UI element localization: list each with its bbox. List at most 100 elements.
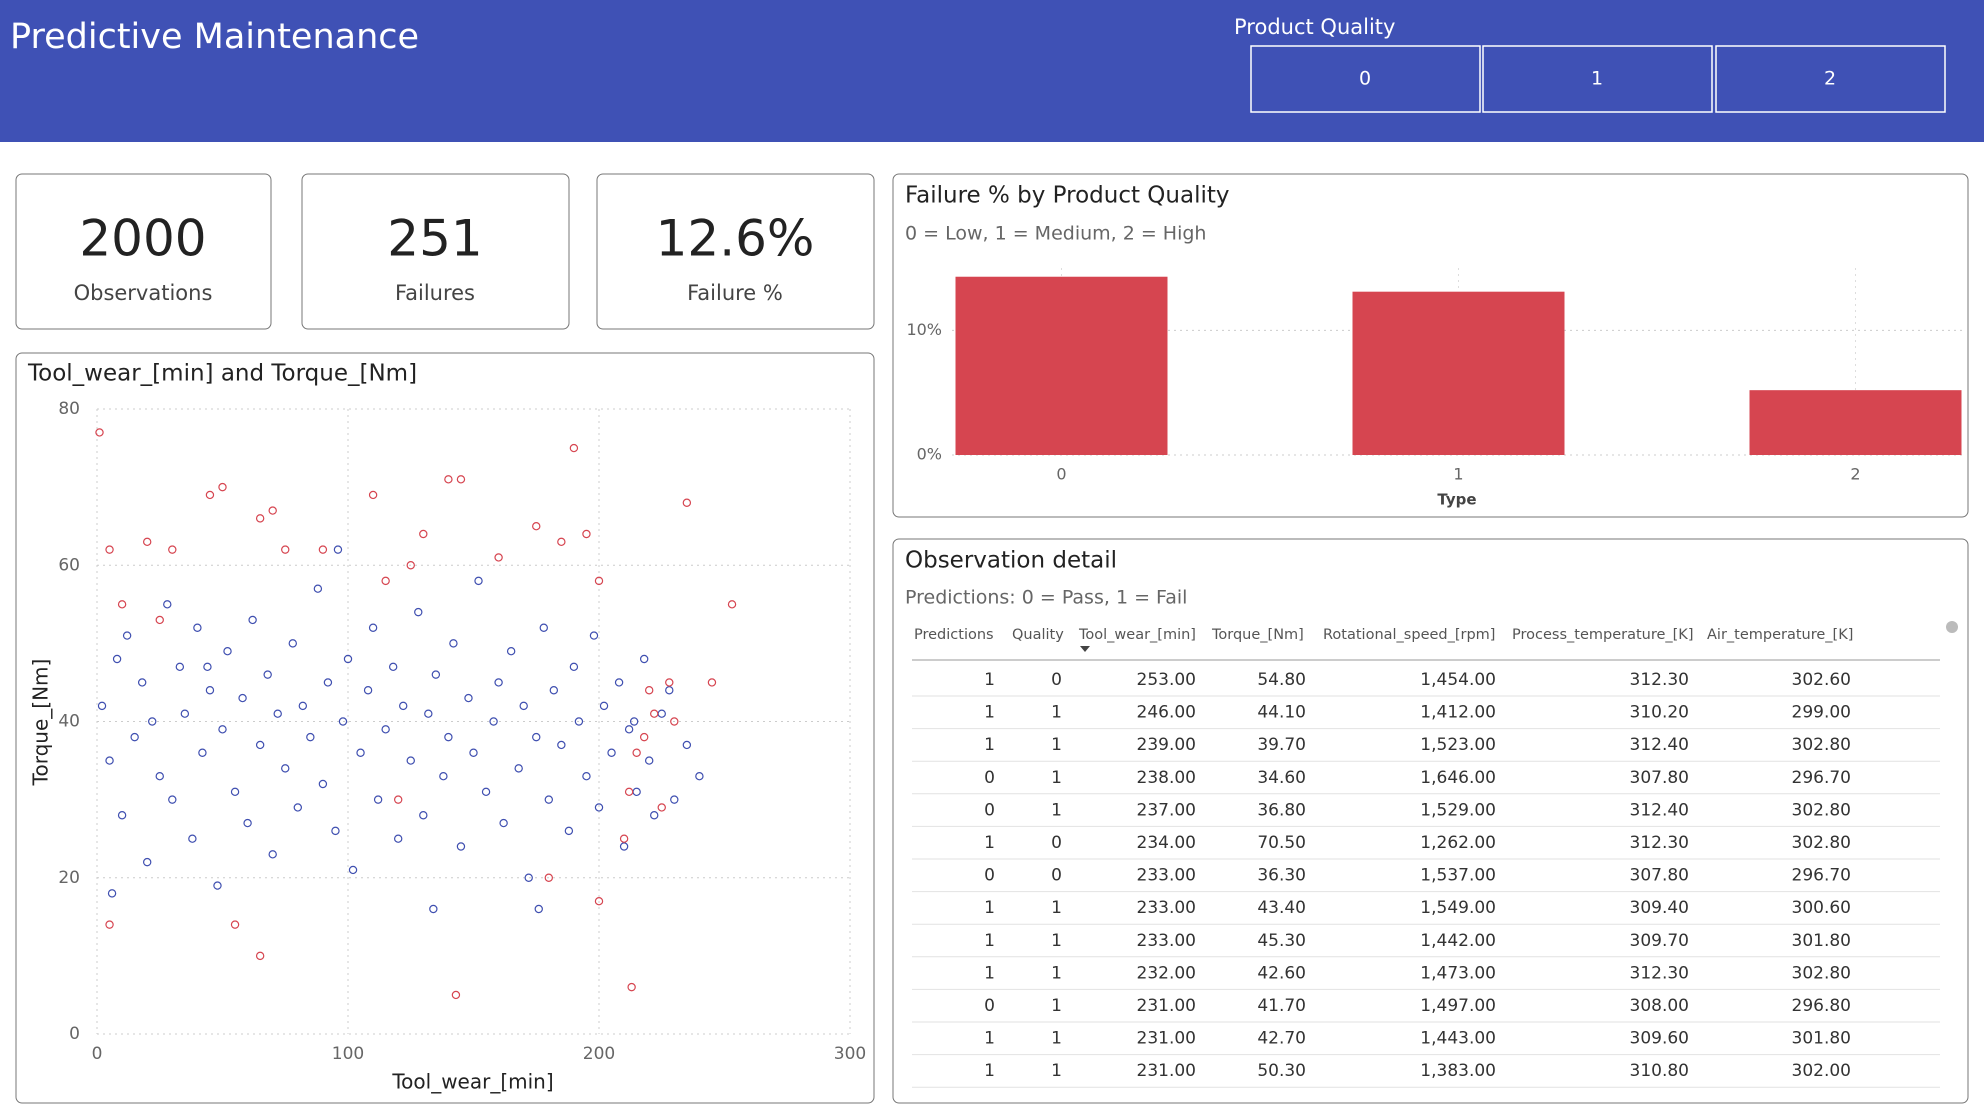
table-cell: 233.00	[1137, 866, 1196, 886]
scatter-point	[524, 873, 533, 882]
table-cell: 300.60	[1792, 898, 1851, 918]
y-tick-label: 40	[58, 712, 80, 732]
scatter-point	[419, 811, 428, 820]
table-cell: 45.30	[1257, 931, 1306, 951]
table-cell: 1	[1051, 996, 1062, 1016]
table-cell: 1	[1051, 1029, 1062, 1049]
scatter-point	[481, 787, 491, 797]
table-cell: 312.40	[1630, 800, 1689, 820]
table-title: Observation detail	[905, 548, 1117, 574]
table-cell: 302.80	[1792, 833, 1851, 853]
kpi-label: Observations	[74, 281, 213, 305]
column-header[interactable]: Process_temperature_[K]	[1512, 627, 1693, 643]
scatter-point	[281, 545, 290, 554]
scatter-point	[230, 787, 240, 797]
slicer-option[interactable]	[1482, 45, 1713, 113]
table-cell: 1	[1051, 768, 1062, 788]
scatter-point	[203, 662, 212, 672]
scatter-point	[619, 842, 629, 851]
table-cell: 307.80	[1630, 768, 1689, 788]
x-tick-label: 100	[332, 1044, 364, 1064]
scatter-point	[727, 600, 737, 609]
scatter-point	[639, 654, 649, 664]
scatter-point	[198, 748, 207, 757]
column-header[interactable]: Rotational_speed_[rpm]	[1323, 627, 1495, 643]
table-cell: 302.80	[1792, 800, 1851, 820]
slicer-option-label[interactable]: 2	[1824, 68, 1836, 90]
table-cell: 1	[1051, 898, 1062, 918]
scatter-point	[107, 889, 117, 898]
scatter-point	[645, 756, 654, 765]
kpi-card	[596, 173, 875, 330]
scatter-point	[532, 521, 541, 531]
scatter-point	[564, 826, 574, 836]
x-axis-label: Type	[1437, 491, 1476, 509]
scatter-point	[394, 795, 403, 804]
scatter-point	[607, 748, 616, 757]
table-cell: 309.60	[1630, 1029, 1689, 1049]
table-cell: 301.80	[1792, 931, 1851, 951]
scatter-point	[255, 951, 265, 961]
bar	[1749, 390, 1962, 455]
table-cell: 1	[1051, 1061, 1062, 1081]
sort-arrow[interactable]	[1080, 646, 1090, 652]
scatter-point	[218, 725, 227, 734]
scatter-point	[599, 701, 609, 711]
slicer-option-label[interactable]: 1	[1591, 68, 1603, 90]
scatter-point	[419, 529, 428, 539]
table-cell: 1	[984, 735, 995, 755]
scatter-point	[188, 834, 197, 843]
scatter-panel	[15, 352, 875, 1104]
table-cell: 1,529.00	[1420, 800, 1496, 820]
slicer-option[interactable]	[1250, 45, 1481, 113]
column-header[interactable]: Torque_[Nm]	[1211, 627, 1304, 643]
scatter-point	[494, 678, 503, 687]
scatter-point	[368, 490, 378, 500]
table-cell: 0	[1051, 670, 1062, 690]
table-cell: 307.80	[1630, 866, 1689, 886]
scatter-point	[243, 818, 252, 828]
table-cell: 34.60	[1257, 768, 1306, 788]
scatter-point	[373, 795, 383, 804]
table-cell: 36.30	[1257, 866, 1306, 886]
table-cell: 1,473.00	[1420, 963, 1496, 983]
table-cell: 0	[984, 800, 995, 820]
scatter-point	[557, 740, 566, 750]
slicer-option-label[interactable]: 0	[1359, 68, 1371, 90]
scatter-point	[451, 990, 461, 1000]
scatter-point	[429, 904, 438, 914]
column-header[interactable]: Predictions	[914, 627, 994, 643]
scatter-point	[499, 818, 508, 828]
scatter-point	[193, 623, 202, 632]
table-cell: 299.00	[1792, 703, 1851, 723]
x-tick-label: 0	[1056, 465, 1066, 484]
x-tick-label: 2	[1850, 465, 1860, 484]
table-cell: 302.00	[1792, 1061, 1851, 1081]
table-cell: 0	[1051, 833, 1062, 853]
table-cell: 239.00	[1137, 735, 1196, 755]
column-header[interactable]: Quality	[1012, 627, 1064, 643]
scatter-point	[594, 803, 604, 812]
scatter-point	[594, 576, 604, 586]
scatter-point	[670, 717, 679, 726]
scatter-point	[569, 662, 579, 672]
scatter-point	[298, 701, 308, 711]
kpi-label: Failure %	[687, 281, 783, 305]
scatter-point	[624, 725, 634, 734]
page-title: Predictive Maintenance	[10, 17, 419, 57]
column-header[interactable]: Tool_wear_[min]	[1078, 627, 1196, 643]
table-cell: 296.70	[1792, 768, 1851, 788]
column-header[interactable]: Air_temperature_[K]	[1707, 627, 1853, 643]
table-cell: 1	[984, 670, 995, 690]
table-cell: 309.70	[1630, 931, 1689, 951]
table-cell: 54.80	[1257, 670, 1306, 690]
scatter-point	[306, 732, 315, 742]
scatter-point	[439, 771, 448, 781]
slicer-option[interactable]	[1715, 45, 1946, 113]
scatter-point	[632, 748, 641, 757]
kpi-card	[15, 173, 272, 330]
scrollbar[interactable]	[1946, 621, 1958, 633]
x-tick-label: 200	[583, 1044, 615, 1064]
scatter-point	[489, 717, 498, 726]
